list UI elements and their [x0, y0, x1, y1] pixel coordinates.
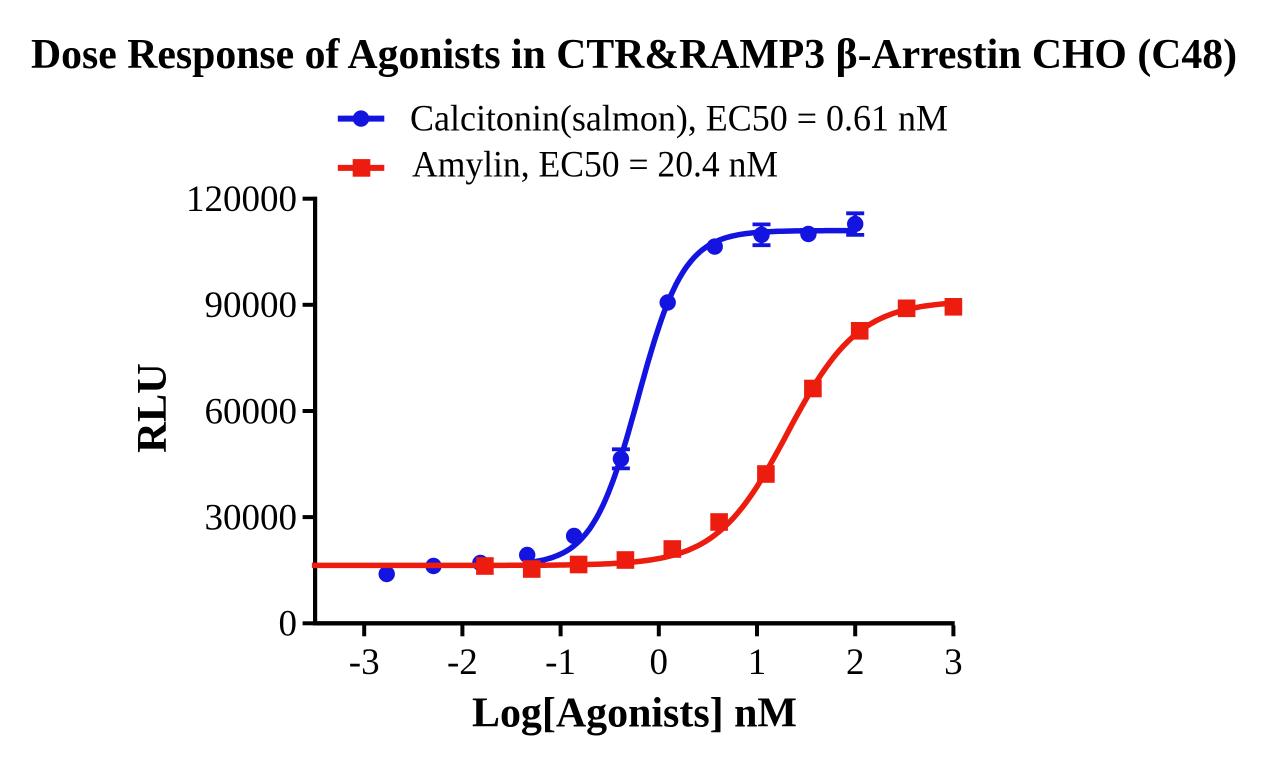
svg-text:-1: -1	[545, 642, 576, 683]
svg-text:Log[Agonists] nM: Log[Agonists] nM	[472, 689, 797, 736]
svg-text:Dose Response of Agonists in C: Dose Response of Agonists in CTR&RAMP3 β…	[31, 31, 1237, 78]
svg-text:30000: 30000	[205, 497, 298, 538]
svg-text:120000: 120000	[186, 179, 297, 220]
svg-text:60000: 60000	[205, 391, 298, 432]
svg-text:1: 1	[748, 642, 767, 683]
svg-text:Amylin, EC50 = 20.4 nM: Amylin, EC50 = 20.4 nM	[412, 145, 778, 186]
svg-text:3: 3	[944, 642, 963, 683]
svg-text:Calcitonin(salmon), EC50 = 0.6: Calcitonin(salmon), EC50 = 0.61 nM	[410, 98, 948, 139]
svg-text:90000: 90000	[205, 285, 298, 326]
svg-text:-2: -2	[447, 642, 478, 683]
svg-text:-3: -3	[349, 642, 380, 683]
svg-text:2: 2	[846, 642, 865, 683]
svg-text:0: 0	[279, 604, 298, 645]
svg-text:0: 0	[650, 642, 669, 683]
svg-text:RLU: RLU	[129, 363, 176, 453]
